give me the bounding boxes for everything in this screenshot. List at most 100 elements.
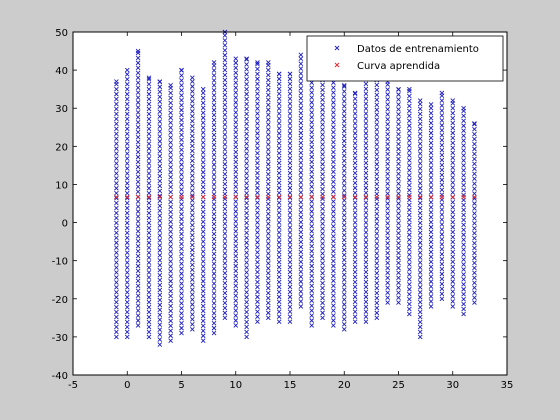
training-point bbox=[233, 129, 239, 135]
training-point bbox=[222, 92, 228, 98]
training-point bbox=[157, 297, 163, 303]
training-point bbox=[179, 73, 184, 78]
training-point bbox=[396, 270, 401, 276]
training-point bbox=[276, 299, 282, 305]
training-point bbox=[331, 149, 336, 155]
training-point bbox=[385, 191, 390, 196]
training-point bbox=[417, 146, 423, 151]
training-point bbox=[287, 170, 293, 176]
training-point bbox=[168, 140, 173, 145]
training-point bbox=[385, 97, 390, 102]
training-point bbox=[135, 253, 141, 259]
training-point bbox=[287, 200, 293, 206]
training-point bbox=[298, 214, 304, 220]
training-point bbox=[146, 225, 152, 231]
training-point bbox=[320, 315, 325, 321]
curve-point bbox=[461, 194, 466, 200]
training-point bbox=[244, 309, 249, 315]
training-point bbox=[265, 87, 271, 93]
training-point bbox=[157, 317, 163, 323]
training-point bbox=[331, 154, 336, 160]
training-point bbox=[287, 96, 293, 102]
training-point bbox=[428, 244, 434, 250]
training-point bbox=[309, 298, 315, 304]
training-point bbox=[396, 181, 401, 187]
training-point bbox=[157, 158, 163, 164]
training-point bbox=[146, 324, 152, 330]
training-point bbox=[287, 81, 293, 87]
training-point bbox=[341, 108, 347, 114]
training-point bbox=[255, 205, 260, 211]
training-point bbox=[320, 300, 325, 306]
training-point bbox=[179, 187, 184, 192]
training-point bbox=[374, 241, 380, 246]
training-point bbox=[309, 129, 315, 135]
training-point bbox=[265, 226, 271, 231]
curve-point bbox=[211, 194, 217, 200]
training-point bbox=[374, 171, 380, 177]
training-point bbox=[341, 277, 347, 283]
training-point bbox=[363, 185, 369, 191]
training-point bbox=[211, 315, 217, 321]
training-point bbox=[222, 265, 228, 271]
curve-point bbox=[255, 194, 260, 200]
training-point bbox=[374, 142, 380, 147]
training-point bbox=[374, 310, 380, 316]
training-point bbox=[352, 140, 358, 146]
training-point bbox=[244, 220, 249, 226]
training-point bbox=[472, 270, 477, 276]
training-point bbox=[276, 259, 282, 265]
training-point bbox=[255, 259, 260, 265]
training-point bbox=[157, 89, 163, 95]
training-point bbox=[320, 112, 325, 118]
training-point bbox=[439, 227, 445, 232]
training-point bbox=[190, 183, 195, 188]
training-point bbox=[179, 291, 184, 296]
training-point bbox=[114, 260, 119, 265]
training-point bbox=[244, 225, 249, 231]
training-point bbox=[374, 176, 380, 182]
training-point bbox=[439, 90, 445, 96]
training-point bbox=[124, 136, 130, 142]
training-point bbox=[179, 122, 184, 128]
training-point bbox=[265, 216, 271, 222]
training-point bbox=[352, 195, 358, 201]
training-point bbox=[200, 323, 206, 329]
training-point bbox=[157, 193, 163, 199]
training-point bbox=[244, 190, 249, 196]
training-point bbox=[428, 150, 434, 156]
training-point bbox=[331, 124, 336, 130]
training-point bbox=[276, 309, 282, 315]
training-point bbox=[255, 304, 260, 310]
training-point bbox=[385, 112, 390, 117]
training-point bbox=[255, 274, 260, 280]
training-point bbox=[255, 121, 260, 126]
training-point bbox=[461, 311, 466, 317]
training-point bbox=[179, 256, 184, 262]
training-point bbox=[276, 81, 282, 87]
training-point bbox=[124, 294, 130, 300]
training-point bbox=[374, 211, 380, 217]
training-point bbox=[407, 247, 412, 252]
training-point bbox=[179, 127, 184, 133]
training-point bbox=[114, 285, 119, 290]
training-point bbox=[417, 220, 423, 226]
training-point bbox=[179, 320, 184, 326]
training-point bbox=[124, 121, 130, 127]
training-point bbox=[157, 109, 163, 114]
training-point bbox=[396, 285, 401, 291]
training-point bbox=[211, 147, 217, 153]
training-point bbox=[287, 314, 293, 320]
training-point bbox=[157, 238, 163, 243]
training-point bbox=[461, 168, 466, 173]
training-point bbox=[244, 275, 249, 280]
training-point bbox=[428, 279, 434, 284]
training-point bbox=[255, 170, 260, 176]
training-point bbox=[222, 261, 228, 266]
training-point bbox=[114, 240, 119, 246]
training-point bbox=[146, 235, 152, 241]
training-point bbox=[298, 264, 304, 270]
training-point bbox=[222, 147, 228, 152]
training-point bbox=[244, 101, 249, 107]
training-point bbox=[146, 166, 152, 171]
